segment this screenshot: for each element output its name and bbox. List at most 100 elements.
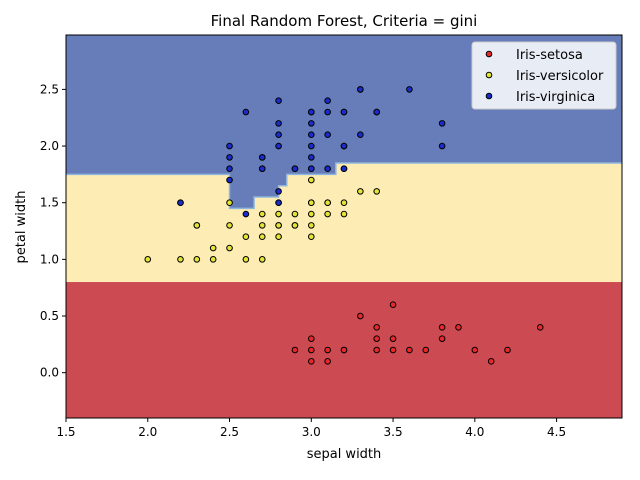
axes: 1.5 2.0 2.5 3.0 3.5 4.0 4.5 0.0 0.5 1.0 1.5 2.0 2.5 bbox=[40, 34, 623, 439]
legend-marker bbox=[485, 50, 493, 58]
data-point-iris-versicolor bbox=[307, 199, 315, 207]
data-point-iris-virginica bbox=[340, 142, 348, 150]
data-point-iris-virginica bbox=[357, 131, 364, 139]
data-point-iris-versicolor bbox=[291, 210, 299, 218]
data-point-iris-virginica bbox=[291, 165, 299, 173]
data-point-iris-virginica bbox=[242, 108, 250, 116]
region-versicolor bbox=[66, 163, 622, 283]
data-point-iris-virginica bbox=[275, 131, 282, 139]
data-point-iris-virginica bbox=[406, 86, 413, 93]
data-point-iris-versicolor bbox=[373, 188, 381, 195]
data-point-iris-setosa bbox=[357, 312, 364, 320]
data-point-iris-setosa bbox=[389, 335, 397, 342]
data-point-iris-versicolor bbox=[258, 210, 266, 218]
data-point-iris-setosa bbox=[406, 346, 413, 354]
data-point-iris-virginica bbox=[307, 165, 315, 173]
legend-box bbox=[471, 41, 617, 110]
data-point-iris-virginica bbox=[275, 199, 282, 207]
data-point-iris-versicolor bbox=[291, 222, 299, 229]
y-tick-label: 2.0 bbox=[40, 139, 59, 153]
data-point-iris-virginica bbox=[340, 165, 348, 173]
y-tick-label: 2.5 bbox=[40, 82, 59, 96]
data-point-iris-setosa bbox=[373, 346, 381, 354]
data-point-iris-setosa bbox=[422, 346, 430, 354]
y-tick-label: 0.0 bbox=[40, 366, 59, 380]
data-point-iris-setosa bbox=[373, 335, 381, 342]
data-point-iris-versicolor bbox=[258, 233, 266, 240]
data-point-iris-versicolor bbox=[258, 222, 266, 229]
data-point-iris-setosa bbox=[455, 324, 462, 331]
data-point-iris-versicolor bbox=[307, 233, 315, 240]
data-points bbox=[144, 86, 544, 365]
data-point-iris-versicolor bbox=[275, 222, 282, 229]
data-point-iris-versicolor bbox=[340, 210, 348, 218]
data-point-iris-setosa bbox=[389, 301, 397, 308]
data-point-iris-versicolor bbox=[193, 256, 201, 263]
data-point-iris-virginica bbox=[275, 97, 282, 105]
data-point-iris-virginica bbox=[438, 142, 446, 150]
data-point-iris-setosa bbox=[438, 335, 446, 342]
data-point-iris-versicolor bbox=[324, 210, 331, 218]
data-point-iris-versicolor bbox=[324, 199, 331, 207]
data-point-iris-setosa bbox=[504, 346, 511, 354]
data-point-iris-virginica bbox=[226, 154, 233, 161]
data-point-iris-setosa bbox=[324, 358, 331, 365]
data-point-iris-virginica bbox=[275, 120, 282, 127]
data-point-iris-virginica bbox=[226, 142, 233, 150]
legend-label: Iris-versicolor bbox=[516, 69, 604, 84]
data-point-iris-versicolor bbox=[275, 210, 282, 218]
data-point-iris-versicolor bbox=[307, 222, 315, 229]
data-point-iris-versicolor bbox=[226, 244, 233, 252]
data-point-iris-virginica bbox=[373, 108, 381, 116]
data-point-iris-virginica bbox=[324, 97, 331, 105]
legend: Iris-setosa Iris-versicolor Iris-virginica bbox=[471, 41, 617, 110]
data-point-iris-setosa bbox=[373, 324, 381, 331]
data-point-iris-versicolor bbox=[193, 222, 201, 229]
data-point-iris-versicolor bbox=[242, 256, 250, 263]
data-point-iris-virginica bbox=[438, 120, 446, 127]
plot-frame bbox=[65, 34, 623, 419]
data-point-iris-virginica bbox=[226, 165, 233, 173]
data-point-iris-versicolor bbox=[177, 256, 184, 263]
data-point-iris-virginica bbox=[307, 120, 315, 127]
x-tick-label: 4.5 bbox=[547, 425, 566, 439]
y-tick-label: 1.5 bbox=[40, 196, 59, 210]
data-point-iris-versicolor bbox=[357, 188, 364, 195]
data-point-iris-versicolor bbox=[258, 256, 266, 263]
data-point-iris-versicolor bbox=[209, 256, 217, 263]
data-point-iris-versicolor bbox=[209, 244, 217, 252]
y-tick-label: 1.0 bbox=[40, 252, 59, 266]
data-point-iris-setosa bbox=[389, 346, 397, 354]
data-point-iris-virginica bbox=[357, 86, 364, 93]
data-point-iris-virginica bbox=[307, 154, 315, 161]
data-point-iris-setosa bbox=[438, 324, 446, 331]
data-point-iris-virginica bbox=[258, 165, 266, 173]
x-tick-label: 3.5 bbox=[384, 425, 403, 439]
data-point-iris-virginica bbox=[324, 131, 331, 139]
legend-marker bbox=[485, 92, 493, 100]
data-point-iris-setosa bbox=[307, 335, 315, 342]
x-tick-label: 2.0 bbox=[138, 425, 157, 439]
data-point-iris-virginica bbox=[324, 108, 331, 116]
data-point-iris-virginica bbox=[258, 154, 266, 161]
data-point-iris-virginica bbox=[242, 210, 250, 218]
data-point-iris-virginica bbox=[307, 142, 315, 150]
y-tick-label: 0.5 bbox=[40, 309, 59, 323]
data-point-iris-virginica bbox=[307, 131, 315, 139]
data-point-iris-virginica bbox=[307, 108, 315, 116]
x-tick-label: 3.0 bbox=[302, 425, 321, 439]
legend-label: Iris-setosa bbox=[516, 48, 583, 63]
x-tick-label: 2.5 bbox=[220, 425, 239, 439]
data-point-iris-setosa bbox=[471, 346, 479, 354]
data-point-iris-setosa bbox=[291, 346, 299, 354]
data-point-iris-setosa bbox=[340, 346, 348, 354]
data-point-iris-setosa bbox=[307, 358, 315, 365]
data-point-iris-virginica bbox=[324, 165, 331, 173]
data-point-iris-versicolor bbox=[226, 222, 233, 229]
data-point-iris-virginica bbox=[226, 176, 233, 184]
data-point-iris-versicolor bbox=[307, 176, 315, 184]
y-axis-label: petal width bbox=[14, 191, 29, 264]
x-tick-label: 4.0 bbox=[465, 425, 484, 439]
data-point-iris-setosa bbox=[324, 346, 331, 354]
